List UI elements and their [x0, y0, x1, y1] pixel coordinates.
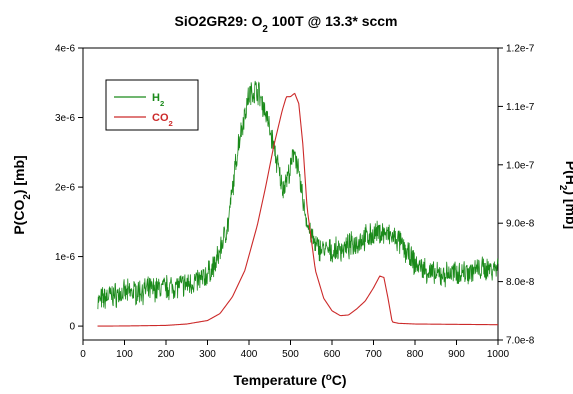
series-line-co2 [97, 92, 498, 327]
y-right-tick-label: 8.0e-8 [506, 277, 535, 288]
legend-label-h2: H2 [152, 92, 164, 108]
series-layer [97, 80, 499, 327]
y-right-tick-label: 9.0e-8 [506, 219, 535, 230]
x-tick-label: 100 [116, 349, 133, 360]
y-left-tick-label: 3e-6 [55, 113, 75, 124]
x-tick-label: 1000 [487, 349, 510, 360]
y-right-tick-label: 7.0e-8 [506, 336, 535, 347]
legend-box [105, 79, 199, 131]
x-axis-ticks: 0 100 200 300 400 500 600 700 800 900 1000 [80, 340, 510, 360]
y-right-tick-label: 1.1e-7 [506, 102, 535, 113]
x-axis-label: Temperature (oC) [233, 372, 346, 389]
y-left-tick-label: 4e-6 [55, 44, 75, 55]
series-line-h2 [97, 80, 499, 310]
y-right-tick-label: 1.2e-7 [506, 44, 535, 55]
x-tick-label: 800 [407, 349, 424, 360]
x-tick-label: 700 [365, 349, 382, 360]
y-left-tick-label: 0 [69, 322, 75, 333]
x-tick-label: 600 [324, 349, 341, 360]
x-tick-label: 0 [80, 349, 86, 360]
y-left-tick-label: 1e-6 [55, 252, 75, 263]
x-tick-label: 400 [241, 349, 258, 360]
y-left-axis-ticks: 0 1e-6 2e-6 3e-6 4e-6 [55, 44, 83, 333]
y-left-tick-label: 2e-6 [55, 183, 75, 194]
x-tick-label: 900 [448, 349, 465, 360]
y-right-tick-label: 1.0e-7 [506, 160, 535, 171]
chart-title: SiO2GR29: O2 100T @ 13.3* sccm [175, 13, 398, 35]
x-tick-label: 300 [199, 349, 216, 360]
y-right-axis-ticks: 7.0e-8 8.0e-8 9.0e-8 1.0e-7 1.1e-7 1.2e-7 [498, 44, 535, 347]
x-tick-label: 200 [158, 349, 175, 360]
y-right-axis-label: P(H2) [mb] [558, 161, 573, 229]
legend-label-co2: CO2 [152, 112, 173, 128]
y-left-axis-label: P(CO2) [mb] [11, 155, 33, 234]
x-tick-label: 500 [282, 349, 299, 360]
